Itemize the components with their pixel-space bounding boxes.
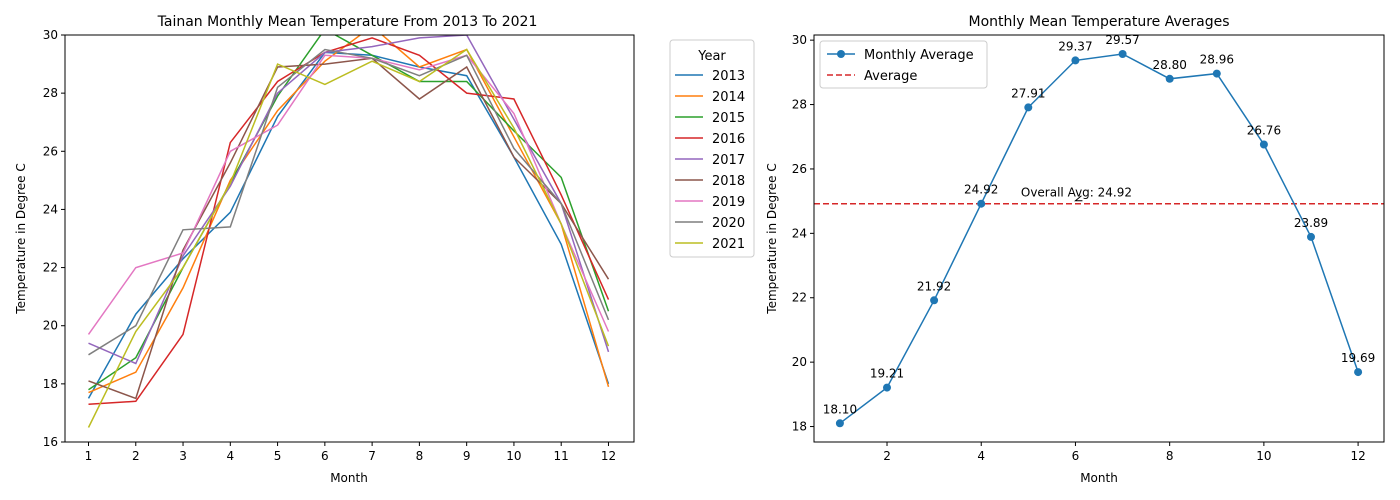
- monthly-average-line: [839, 53, 1359, 424]
- left-chart: Tainan Monthly Mean Temperature From 201…: [14, 14, 755, 485]
- legend-label-2019: 2019: [712, 195, 745, 210]
- left-x-axis-label: Month: [330, 471, 368, 485]
- left-y-tick-label: 16: [43, 435, 58, 449]
- monthly-average-data-label: 27.91: [1011, 86, 1045, 100]
- right-x-axis-label: Month: [1080, 471, 1118, 485]
- left-x-tick-label: 4: [226, 449, 234, 463]
- right-y-tick-label: 28: [792, 98, 807, 112]
- monthly-average-data-label: 28.80: [1153, 58, 1187, 72]
- series-line-2015: [88, 35, 610, 391]
- series-line-2013: [87, 51, 610, 399]
- legend-label-2018: 2018: [712, 174, 745, 189]
- left-x-tick-label: 3: [179, 449, 187, 463]
- right-x-tick-label: 2: [883, 449, 891, 463]
- monthly-average-data-label: 26.76: [1247, 124, 1281, 138]
- legend-label-monthly-average: Monthly Average: [864, 48, 974, 63]
- right-x-tick-label: 8: [1166, 449, 1174, 463]
- monthly-average-point: [930, 296, 939, 305]
- monthly-average-data-label: 28.96: [1200, 53, 1234, 67]
- series-line-2018: [88, 57, 610, 400]
- left-x-tick-label: 8: [416, 449, 424, 463]
- monthly-average-data-label: 29.37: [1058, 39, 1092, 53]
- monthly-average-point: [1165, 74, 1174, 83]
- annotation-arrow: [1074, 195, 1083, 202]
- left-legend: Year 2013 2014 2015 2016 2017 2018 2019 2020 202…: [669, 39, 755, 258]
- right-chart: Monthly Mean Temperature Averages 2 4 6 8 10…: [765, 14, 1385, 485]
- monthly-average-point: [883, 383, 891, 392]
- left-x-tick-label: 11: [554, 449, 569, 463]
- monthly-average-point: [1307, 232, 1315, 241]
- monthly-average-point: [977, 199, 986, 208]
- right-chart-title: Monthly Mean Temperature Averages: [968, 14, 1229, 30]
- right-y-tick-label: 30: [792, 33, 807, 47]
- left-y-tick-label: 24: [43, 202, 58, 216]
- left-x-tick-label: 9: [463, 449, 471, 463]
- monthly-average-data-label: 23.89: [1294, 216, 1328, 230]
- left-y-tick-label: 18: [43, 377, 58, 391]
- legend-label-2017: 2017: [712, 153, 745, 168]
- legend-marker-monthly-average: [837, 50, 845, 58]
- monthly-average-data-label: 19.69: [1341, 351, 1375, 365]
- left-y-tick-label: 28: [43, 86, 58, 100]
- legend-label-2016: 2016: [712, 132, 745, 147]
- legend-label-2013: 2013: [712, 69, 745, 84]
- monthly-average-data-label: 29.57: [1105, 33, 1139, 47]
- left-y-tick-label: 20: [43, 319, 58, 333]
- right-plot-frame: [813, 34, 1385, 443]
- legend-label-2014: 2014: [712, 90, 745, 105]
- monthly-average-point: [835, 419, 844, 428]
- monthly-average-point: [1071, 56, 1080, 65]
- left-x-tick-label: 2: [132, 449, 140, 463]
- left-y-tick-label: 30: [43, 28, 58, 42]
- left-legend-title: Year: [697, 49, 726, 64]
- left-y-axis-label: Temperature in Degree C: [14, 163, 28, 314]
- monthly-average-point: [1354, 368, 1363, 377]
- left-y-tick-label: 22: [43, 261, 58, 275]
- left-x-tick-label: 7: [368, 449, 376, 463]
- right-y-tick-label: 20: [792, 355, 807, 369]
- legend-label-2021: 2021: [712, 237, 745, 252]
- series-line-2014: [88, 35, 610, 394]
- left-legend-frame: [669, 39, 755, 258]
- legend-label-2020: 2020: [712, 216, 745, 231]
- right-y-tick-label: 26: [792, 162, 807, 176]
- left-x-tick-label: 12: [601, 449, 616, 463]
- right-y-tick-label: 24: [792, 226, 807, 240]
- right-y-axis-label: Temperature in Degree C: [765, 163, 779, 314]
- legend-label-average: Average: [864, 69, 917, 84]
- monthly-average-data-label: 19.21: [870, 367, 904, 381]
- right-x-tick-label: 6: [1072, 449, 1080, 463]
- series-line-2020: [88, 48, 610, 356]
- right-x-tick-label: 12: [1350, 449, 1365, 463]
- left-x-tick-label: 6: [321, 449, 329, 463]
- monthly-average-point: [1212, 69, 1221, 78]
- monthly-average-point: [1024, 103, 1033, 112]
- left-y-tick-label: 26: [43, 144, 58, 158]
- right-y-tick-label: 18: [792, 420, 807, 434]
- right-x-tick-label: 10: [1256, 449, 1271, 463]
- monthly-average-point: [1259, 140, 1268, 149]
- left-x-tick-label: 10: [506, 449, 521, 463]
- left-x-tick-label: 5: [274, 449, 282, 463]
- overall-average-annotation: Overall Avg: 24.92: [1021, 186, 1132, 200]
- left-x-tick-label: 1: [85, 449, 93, 463]
- series-line-2017: [88, 35, 610, 365]
- right-y-tick-label: 22: [792, 291, 807, 305]
- right-legend: Monthly Average Average: [819, 40, 988, 89]
- monthly-average-point: [1118, 50, 1127, 58]
- monthly-average-data-label: 21.92: [917, 279, 951, 293]
- monthly-average-data-label: 18.10: [823, 402, 857, 416]
- left-plot-frame: [64, 34, 635, 443]
- series-line-2019: [87, 54, 610, 335]
- right-legend-frame: [819, 40, 988, 89]
- series-line-2016: [88, 37, 610, 405]
- right-x-tick-label: 4: [977, 449, 985, 463]
- monthly-average-data-label: 24.92: [964, 183, 998, 197]
- series-line-2021: [87, 48, 610, 428]
- left-chart-title: Tainan Monthly Mean Temperature From 201…: [157, 14, 538, 30]
- legend-label-2015: 2015: [712, 111, 745, 126]
